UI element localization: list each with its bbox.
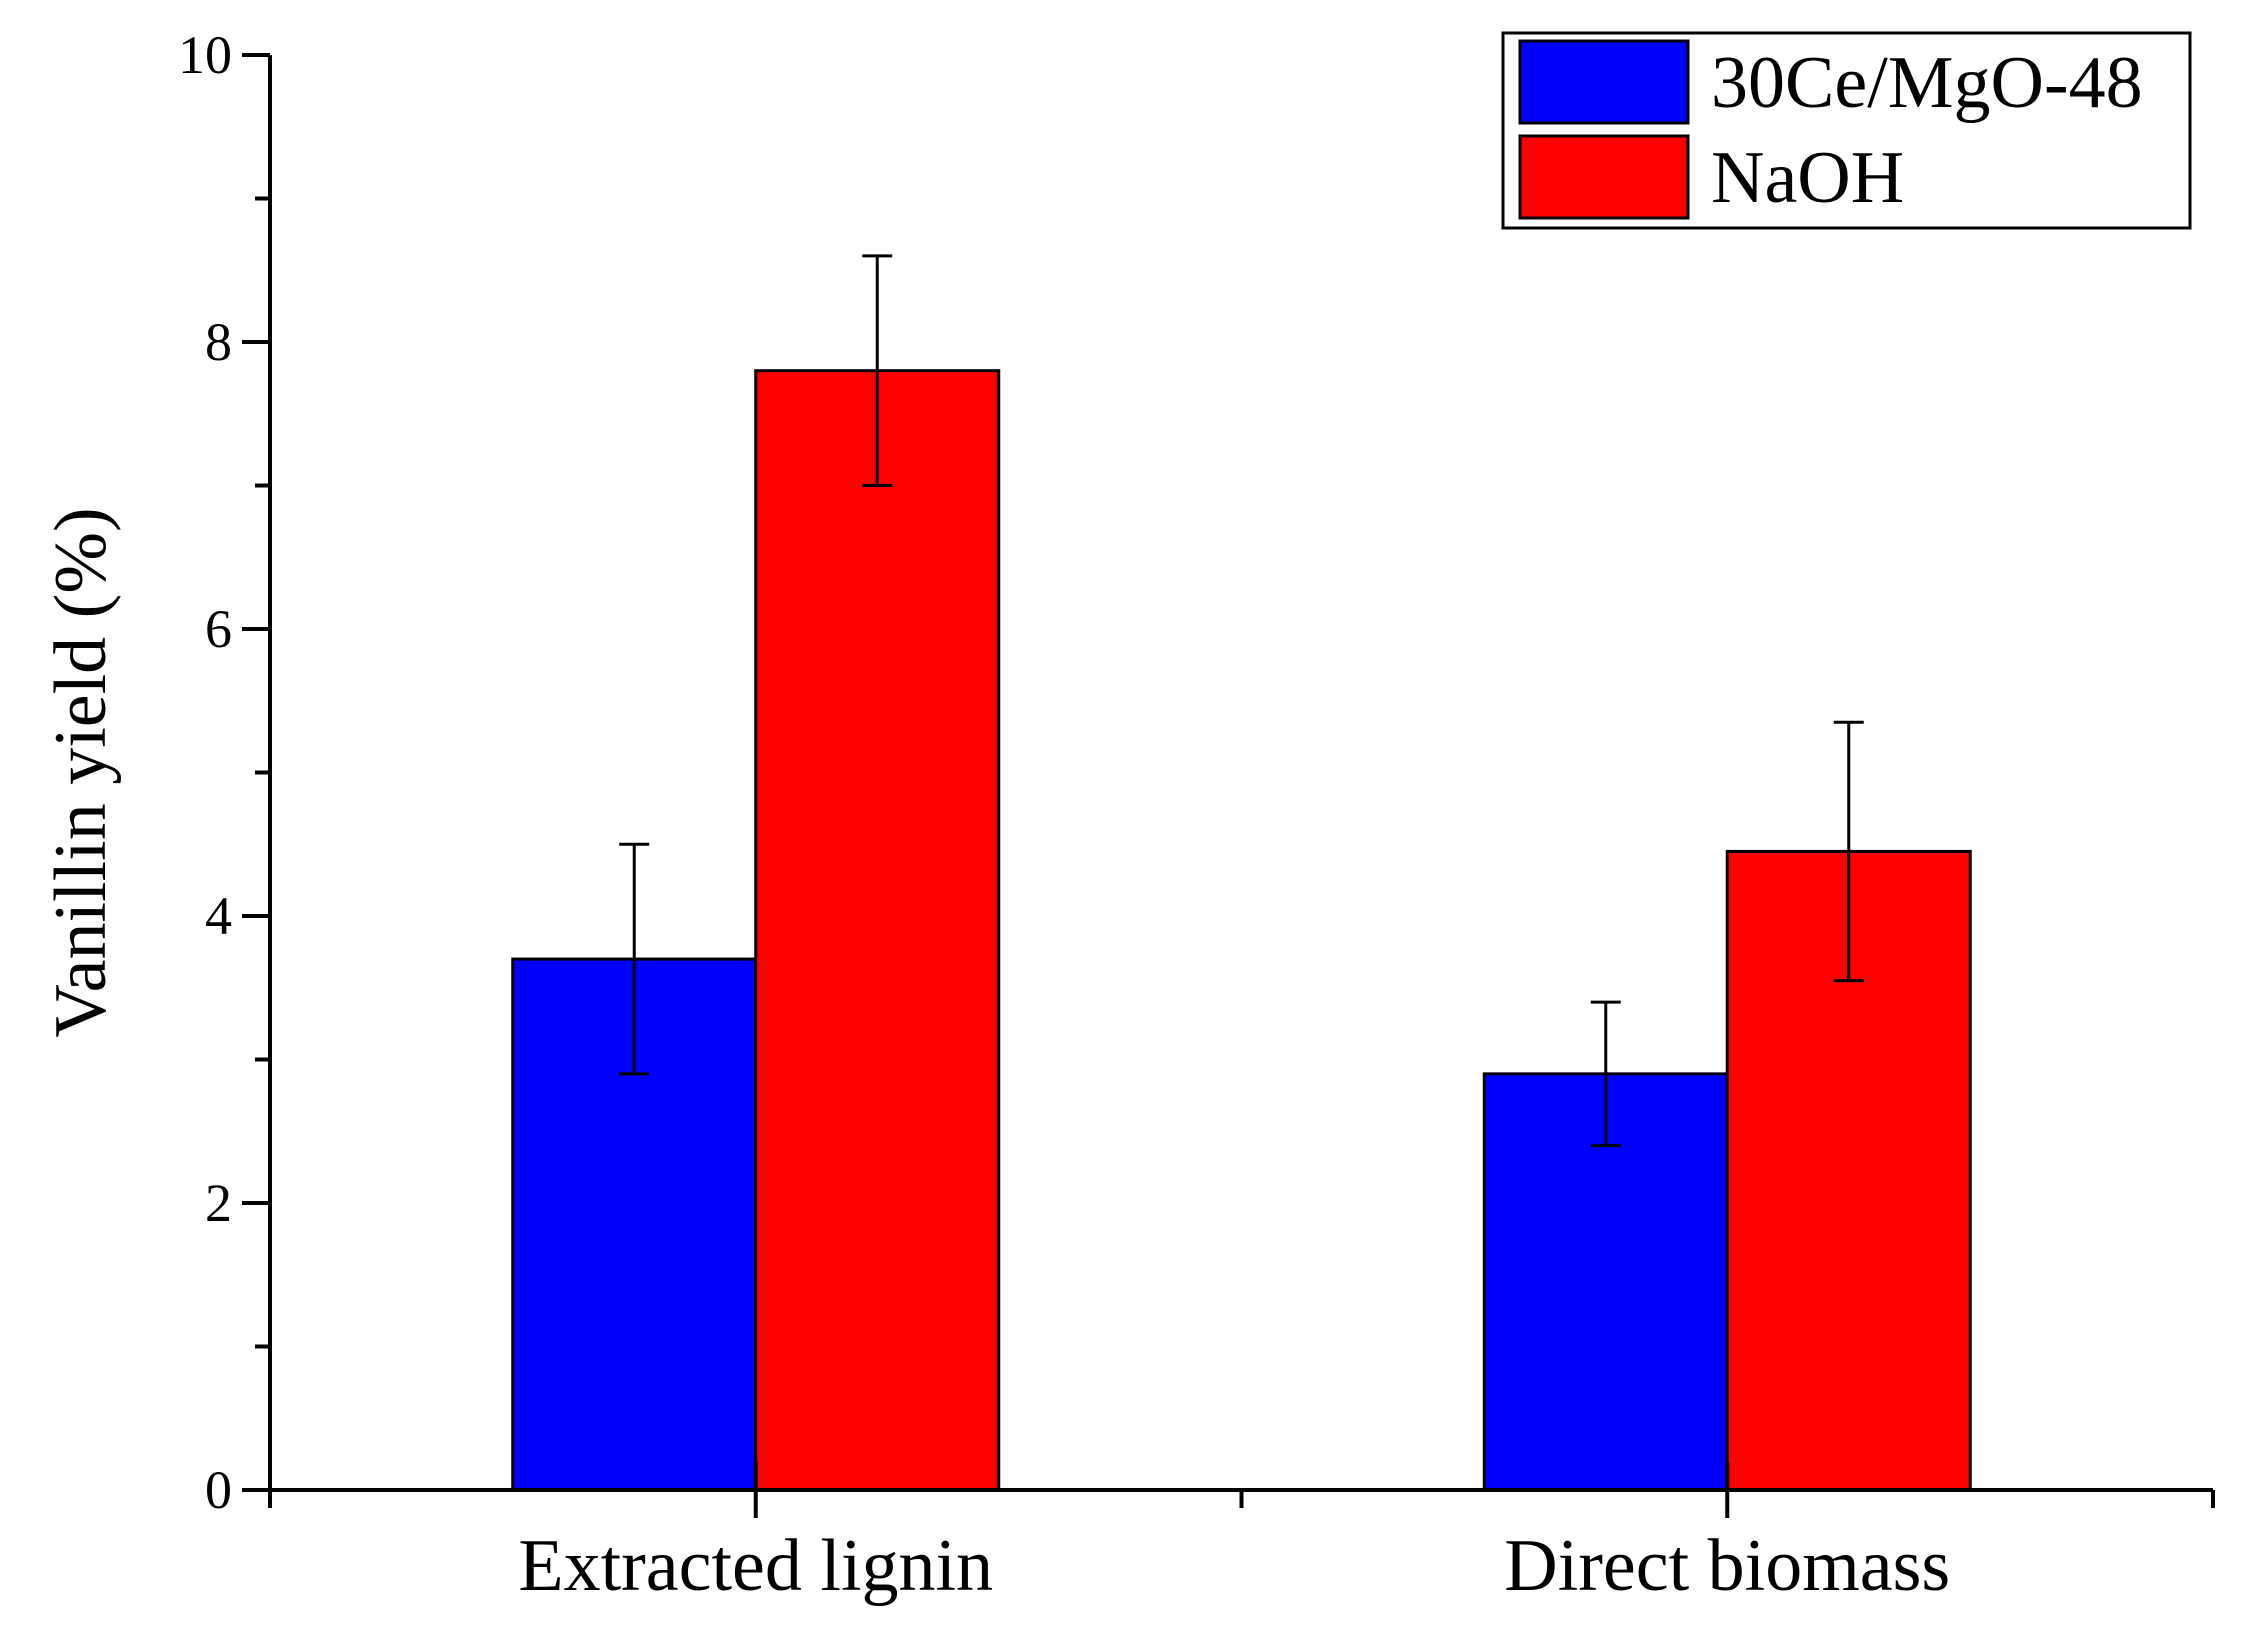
y-tick-label: 8 xyxy=(205,312,232,372)
x-category-label: Direct biomass xyxy=(1504,1525,1950,1607)
bar-naoh-0 xyxy=(754,369,1001,1492)
legend: 30Ce/MgO-48 NaOH xyxy=(1501,31,2192,230)
error-bar-1-1 xyxy=(1833,720,1864,983)
y-axis-title: Vanillin yield (%) xyxy=(40,507,122,1037)
error-bar-0-0 xyxy=(619,842,650,1076)
y-tick-label: 2 xyxy=(205,1173,232,1233)
y-tick-label: 4 xyxy=(205,886,232,946)
y-tick-label: 10 xyxy=(178,25,232,85)
y-tick-label: 0 xyxy=(205,1460,232,1520)
x-category-label: Extracted lignin xyxy=(518,1525,993,1607)
legend-label: NaOH xyxy=(1711,137,1904,219)
error-bars-layer xyxy=(619,254,1864,1148)
error-bar-0-1 xyxy=(1590,1000,1621,1148)
legend-swatch xyxy=(1518,39,1690,125)
y-tick-label: 6 xyxy=(205,599,232,659)
axes-layer: 0 2 4 6 8 10 Extracted lignin Direct biomass xyxy=(178,25,2215,1607)
bars-layer xyxy=(511,369,1972,1492)
legend-swatch xyxy=(1518,134,1690,220)
legend-label: 30Ce/MgO-48 xyxy=(1711,42,2143,124)
error-bar-1-0 xyxy=(862,254,893,487)
